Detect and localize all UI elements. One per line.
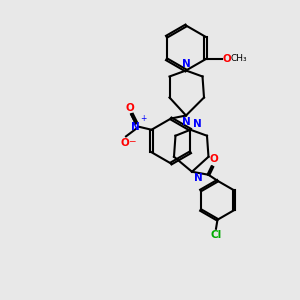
Text: O: O [120, 138, 129, 148]
Text: O: O [223, 54, 231, 64]
Text: N: N [193, 118, 202, 128]
Text: O: O [209, 154, 218, 164]
Text: N: N [182, 117, 190, 127]
Text: −: − [128, 136, 136, 145]
Text: N: N [131, 122, 140, 132]
Text: O: O [125, 103, 134, 112]
Text: N: N [182, 59, 190, 69]
Text: N: N [194, 173, 203, 183]
Text: Cl: Cl [210, 230, 222, 240]
Text: CH₃: CH₃ [231, 54, 247, 63]
Text: +: + [140, 114, 146, 124]
